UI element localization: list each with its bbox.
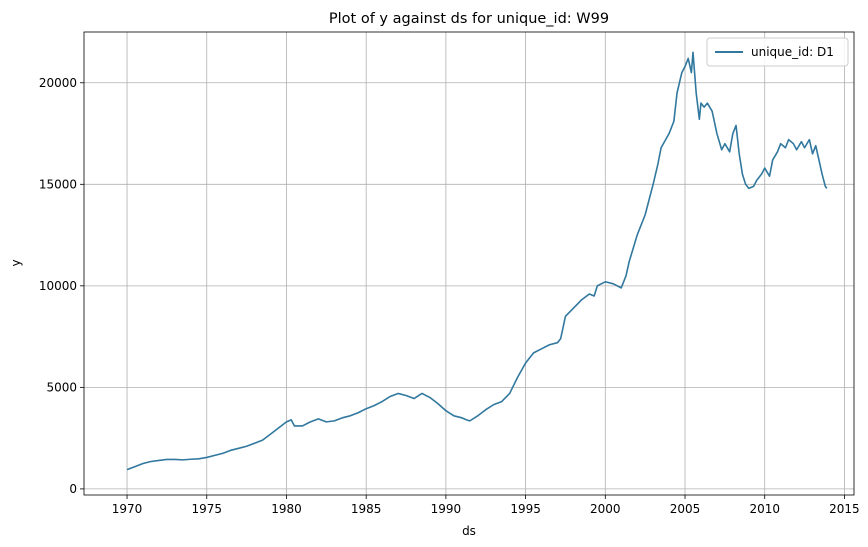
y-tick-label: 15000 bbox=[39, 177, 77, 191]
grid-lines bbox=[84, 32, 854, 495]
y-axis-ticks: 0 5000 10000 15000 20000 bbox=[39, 76, 84, 496]
x-axis-ticks: 1970 1975 1980 1985 1990 1995 2000 2005 2010 2015 bbox=[112, 495, 860, 516]
y-tick-label: 5000 bbox=[46, 380, 77, 394]
legend: unique_id: D1 bbox=[706, 37, 849, 67]
x-tick-label: 1980 bbox=[271, 502, 302, 516]
chart-title: Plot of y against ds for unique_id: W99 bbox=[329, 11, 609, 27]
series-line bbox=[126, 51, 828, 471]
x-tick-label: 2005 bbox=[670, 502, 701, 516]
legend-box bbox=[706, 37, 849, 67]
y-tick-label: 10000 bbox=[39, 279, 77, 293]
x-tick-label: 2015 bbox=[829, 502, 860, 516]
x-tick-label: 1970 bbox=[112, 502, 143, 516]
y-axis-title: y bbox=[9, 259, 23, 266]
x-tick-label: 2010 bbox=[749, 502, 780, 516]
x-tick-label: 1985 bbox=[351, 502, 382, 516]
x-axis-title: ds bbox=[462, 524, 476, 538]
y-tick-label: 0 bbox=[69, 482, 77, 496]
plot-area-frame bbox=[83, 31, 855, 496]
legend-label: unique_id: D1 bbox=[751, 45, 834, 59]
series-layer bbox=[126, 51, 828, 471]
x-tick-label: 1990 bbox=[431, 502, 462, 516]
x-tick-label: 1975 bbox=[191, 502, 222, 516]
y-tick-label: 20000 bbox=[39, 76, 77, 90]
x-tick-label: 2000 bbox=[590, 502, 621, 516]
x-tick-label: 1995 bbox=[510, 502, 541, 516]
